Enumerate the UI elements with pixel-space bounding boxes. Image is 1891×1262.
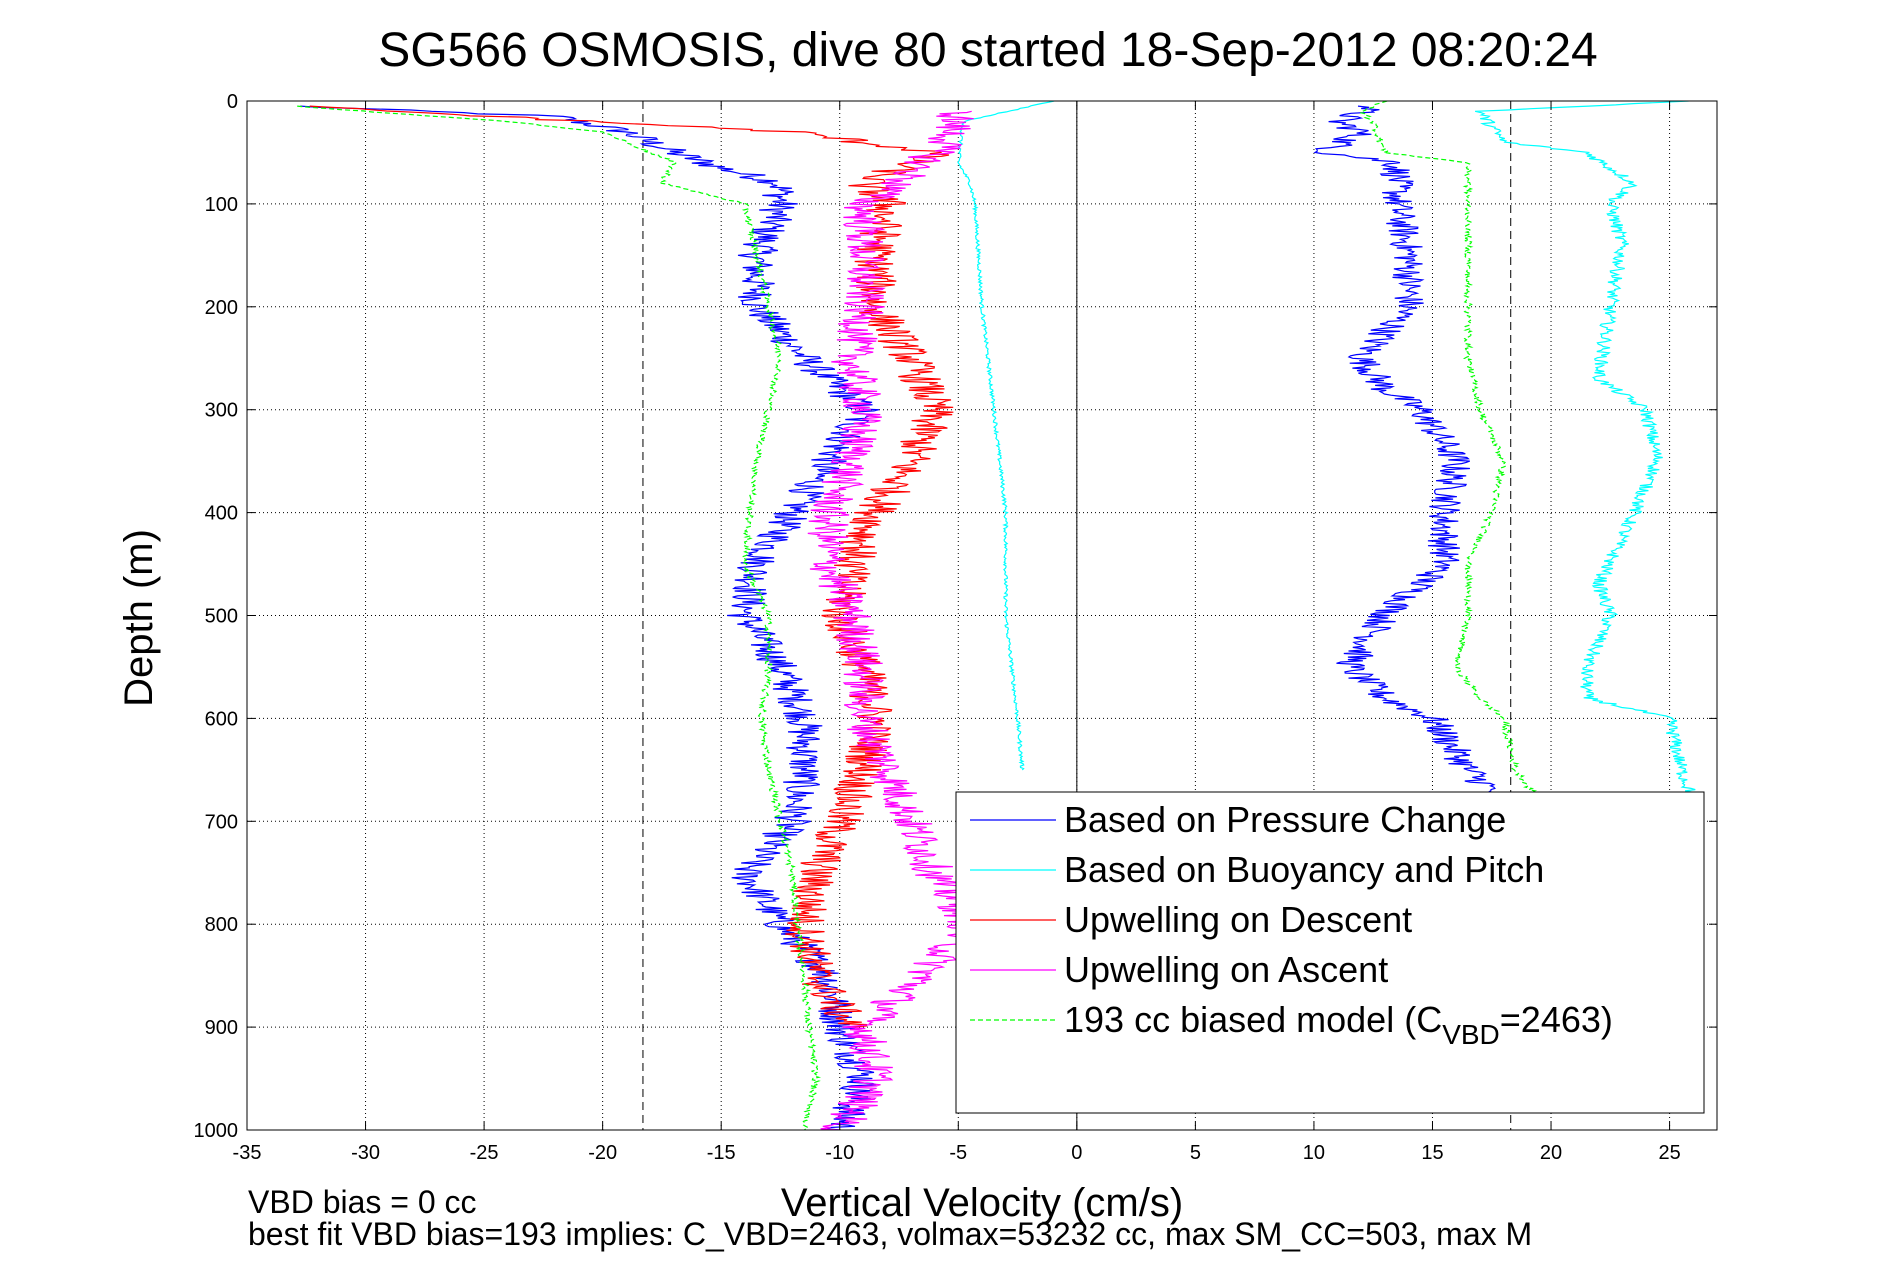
series-line <box>297 105 822 1130</box>
series-line <box>1313 105 1512 802</box>
x-tick-label: 5 <box>1190 1142 1201 1164</box>
y-tick-label: 0 <box>227 91 238 113</box>
x-tick-label: 20 <box>1540 1142 1562 1164</box>
y-axis: 0 100 200 300 400 500 600 700 800 900 1000 <box>194 91 1717 1142</box>
x-tick-label: 25 <box>1658 1142 1680 1164</box>
vbd-bias-text: VBD bias = 0 cc <box>248 1184 477 1220</box>
x-tick-label: -15 <box>707 1142 736 1164</box>
y-axis-title: Depth (m) <box>117 529 161 707</box>
x-tick-label: -35 <box>233 1142 262 1164</box>
legend-label: Based on Pressure Change <box>1064 799 1506 840</box>
y-tick-label: 700 <box>205 811 238 833</box>
x-tick-label: -5 <box>949 1142 967 1164</box>
series-layer <box>297 101 1700 1130</box>
y-tick-label: 200 <box>205 297 238 319</box>
legend-box <box>955 791 1705 1114</box>
series-line <box>807 110 989 1130</box>
y-tick-label: 1000 <box>194 1120 239 1142</box>
y-tick-label: 400 <box>205 503 238 525</box>
chart-title: SG566 OSMOSIS, dive 80 started 18-Sep-20… <box>378 24 1597 77</box>
series-line <box>300 105 880 1130</box>
series-line <box>1474 101 1700 802</box>
legend-label: Based on Buoyancy and Pitch <box>1064 849 1544 890</box>
x-tick-label: 10 <box>1303 1142 1325 1164</box>
series-line <box>957 101 1055 771</box>
x-tick-label: -25 <box>470 1142 499 1164</box>
x-tick-label: 0 <box>1071 1142 1082 1164</box>
legend-label: Upwelling on Descent <box>1064 899 1412 940</box>
y-tick-label: 300 <box>205 400 238 422</box>
x-axis: -35 -30 -25 -20 -15 -10 -5 0 5 10 15 20 25 <box>233 101 1681 1164</box>
legend: Based on Pressure Change Based on Buoyanc… <box>955 791 1705 1114</box>
best-fit-text: best fit VBD bias=193 implies: C_VBD=246… <box>248 1216 1532 1252</box>
x-tick-label: -30 <box>351 1142 380 1164</box>
x-axis-title: Vertical Velocity (cm/s) <box>781 1181 1183 1225</box>
y-tick-label: 800 <box>205 914 238 936</box>
x-tick-label: -10 <box>825 1142 854 1164</box>
y-tick-label: 600 <box>205 708 238 730</box>
y-tick-label: 900 <box>205 1017 238 1039</box>
series-line <box>309 105 954 1028</box>
x-tick-label: -20 <box>588 1142 617 1164</box>
series-line <box>1358 101 1541 802</box>
x-tick-label: 15 <box>1421 1142 1443 1164</box>
y-tick-label: 500 <box>205 606 238 628</box>
y-tick-label: 100 <box>205 194 238 216</box>
legend-label: Upwelling on Ascent <box>1064 949 1388 990</box>
